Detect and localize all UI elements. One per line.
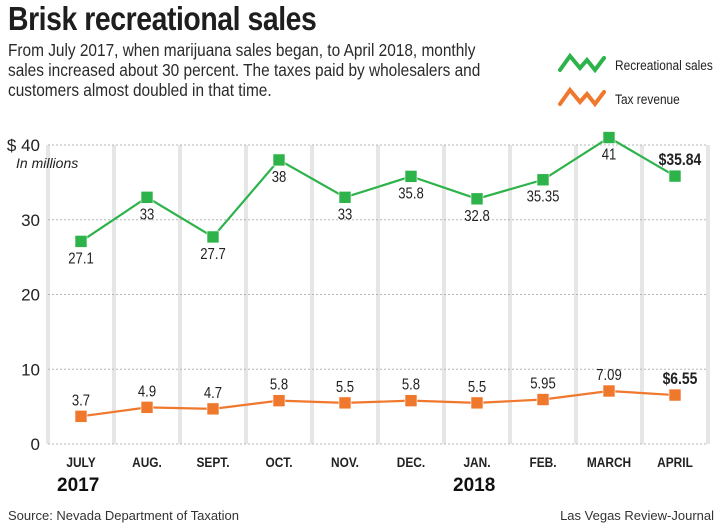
legend-label: Tax revenue [615, 91, 680, 107]
data-label: 38 [272, 169, 287, 186]
y-axis-label: In millions [16, 155, 78, 171]
data-point [206, 230, 220, 244]
data-point [338, 396, 352, 410]
data-label: 4.7 [204, 385, 222, 402]
data-label: 5.8 [402, 377, 420, 394]
vertical-gridline [640, 145, 644, 444]
data-label: 27.1 [68, 250, 94, 267]
chart-title: Brisk recreational sales [8, 0, 317, 37]
year-label: 2018 [453, 475, 495, 496]
data-label: 5.8 [270, 377, 288, 394]
y-tick-label: $ 40 [7, 136, 40, 155]
vertical-gridline [112, 145, 116, 444]
x-tick-label: APRIL [657, 454, 693, 470]
data-point [206, 402, 220, 416]
data-point [74, 410, 88, 423]
series-line [80, 389, 676, 418]
x-tick-label: FEB. [529, 454, 556, 470]
y-tick-label: 30 [21, 211, 40, 230]
data-label: 41 [602, 146, 617, 163]
vertical-gridline [706, 145, 710, 444]
vertical-gridline [244, 145, 248, 444]
vertical-gridline [508, 145, 512, 444]
x-tick-label: JULY [66, 454, 96, 470]
x-tick-label: NOV. [331, 454, 359, 470]
data-point [668, 388, 682, 402]
legend-label: Recreational sales [615, 57, 713, 73]
data-point [602, 384, 616, 398]
data-point [404, 394, 418, 407]
credit-note: Las Vegas Review-Journal [560, 508, 714, 523]
x-tick-label: AUG. [132, 454, 162, 470]
data-point [470, 192, 484, 206]
data-label: $35.84 [659, 151, 702, 170]
x-tick-label: OCT. [265, 454, 292, 470]
x-tick-label: DEC. [397, 454, 425, 470]
source-note: Source: Nevada Department of Taxation [8, 508, 240, 523]
legend-swatch-icon [558, 86, 606, 108]
vertical-gridline [376, 145, 380, 444]
data-point [602, 131, 616, 144]
data-point [668, 169, 682, 183]
y-tick-label: 0 [31, 435, 40, 454]
data-point [338, 191, 352, 204]
x-tick-label: JAN. [463, 454, 490, 470]
data-point [272, 394, 286, 407]
data-label: 35.8 [398, 185, 424, 202]
chart-subtitle: From July 2017, when marijuana sales beg… [8, 40, 481, 100]
data-label: 5.5 [468, 379, 486, 396]
year-label: 2017 [57, 475, 99, 496]
data-label: 35.35 [527, 189, 560, 206]
data-point [140, 191, 154, 204]
data-point [272, 153, 286, 167]
data-point [536, 173, 550, 187]
data-point [536, 393, 550, 406]
data-point [470, 396, 484, 410]
series-recreational-sales: 27.1 33 27.7 38 33 35.8 32.8 35.35 41 $35.84 [68, 131, 702, 268]
legend-swatch-icon [558, 52, 606, 74]
data-point [404, 170, 418, 183]
series-line [80, 136, 676, 243]
data-label: 4.9 [138, 383, 156, 400]
y-tick-label: 20 [21, 286, 40, 305]
data-label: 5.95 [530, 375, 556, 392]
data-label: 33 [140, 206, 155, 223]
data-point [74, 235, 88, 248]
data-label: 5.5 [336, 379, 354, 396]
data-label: 33 [338, 206, 353, 223]
data-label: 32.8 [464, 208, 490, 225]
legend: Recreational sales Tax revenue [558, 52, 713, 108]
data-label: 7.09 [596, 367, 622, 384]
data-label: $6.55 [663, 370, 698, 389]
y-tick-label: 10 [21, 360, 40, 379]
data-label: 3.7 [72, 392, 90, 409]
data-point [140, 401, 154, 414]
data-label: 27.7 [200, 246, 226, 263]
x-tick-label: MARCH [587, 454, 631, 470]
series-tax-revenue: 3.7 4.9 4.7 5.8 5.5 5.8 5.5 5.95 7.09 $6.55 [72, 367, 698, 423]
x-tick-label: SEPT. [196, 454, 229, 470]
